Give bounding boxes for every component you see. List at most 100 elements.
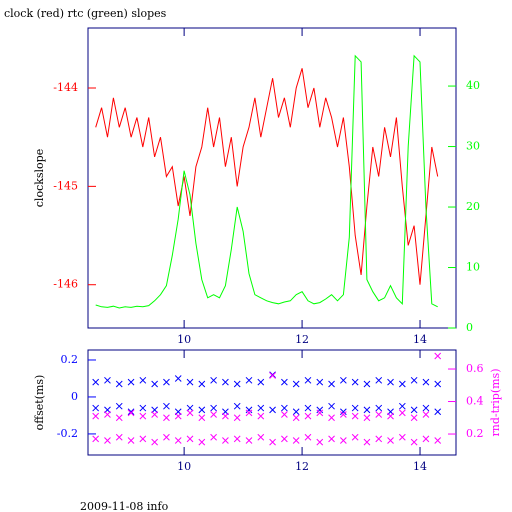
scatter-point bbox=[316, 409, 324, 417]
scatter-point bbox=[245, 376, 253, 384]
scatter-point bbox=[233, 380, 241, 388]
scatter-point bbox=[434, 352, 442, 360]
scatter-point bbox=[174, 375, 182, 382]
scatter-point bbox=[292, 437, 300, 444]
scatter-point bbox=[398, 409, 406, 417]
scatter-point bbox=[281, 378, 288, 386]
scatter-point bbox=[186, 378, 194, 386]
y-axis-label: offset(ms) bbox=[33, 375, 46, 431]
scatter-point bbox=[127, 437, 135, 444]
scatter-point bbox=[163, 433, 170, 441]
scatter-point bbox=[304, 376, 312, 384]
scatter-point bbox=[410, 414, 418, 422]
y2-tick-label: 40 bbox=[466, 79, 480, 92]
scatter-point bbox=[210, 411, 217, 418]
scatter-point bbox=[304, 404, 312, 412]
scatter-point bbox=[104, 411, 111, 418]
scatter-point bbox=[115, 433, 123, 441]
scatter-point bbox=[257, 404, 265, 412]
scatter-point bbox=[375, 411, 383, 418]
scatter-point bbox=[304, 412, 312, 420]
scatter-point bbox=[316, 406, 324, 414]
scatter-point bbox=[269, 406, 276, 414]
scatter-point bbox=[340, 376, 347, 384]
scatter-point bbox=[186, 435, 194, 443]
scatter-point bbox=[351, 404, 359, 412]
scatter-point bbox=[387, 412, 394, 420]
scatter-point bbox=[104, 376, 111, 384]
scatter-point bbox=[398, 380, 406, 388]
scatter-point bbox=[115, 402, 123, 410]
scatter-point bbox=[233, 435, 241, 443]
scatter-point bbox=[92, 412, 100, 420]
scatter-point bbox=[186, 404, 194, 412]
scatter-point bbox=[351, 412, 359, 420]
scatter-point bbox=[398, 433, 406, 441]
scatter-point bbox=[328, 435, 335, 443]
plot-frame bbox=[87, 349, 457, 456]
scatter-point bbox=[104, 437, 111, 444]
scatter-point bbox=[222, 378, 229, 386]
scatter-point bbox=[410, 406, 418, 414]
scatter-point bbox=[281, 435, 288, 443]
scatter-point bbox=[422, 435, 430, 443]
scatter-point bbox=[328, 414, 335, 422]
scatter-point bbox=[174, 437, 182, 444]
scatter-point bbox=[292, 408, 300, 416]
scatter-point bbox=[198, 380, 206, 388]
scatter-point bbox=[139, 404, 147, 412]
scatter-point bbox=[163, 378, 170, 386]
scatter-point bbox=[387, 378, 394, 386]
scatter-point bbox=[115, 414, 123, 422]
scatter-point bbox=[245, 409, 253, 417]
scatter-point bbox=[210, 433, 217, 441]
y2-tick-label: 30 bbox=[466, 140, 480, 153]
scatter-point bbox=[210, 376, 217, 384]
footer: 2009-11-08 info bbox=[80, 500, 169, 512]
y2-tick-label: 0 bbox=[466, 321, 473, 334]
scatter-point bbox=[198, 414, 206, 422]
scatter-point bbox=[292, 414, 300, 422]
scatter-point bbox=[375, 376, 383, 384]
scatter-point bbox=[139, 412, 147, 420]
x-tick-label: 10 bbox=[177, 333, 191, 346]
scatter-point bbox=[387, 437, 394, 444]
scatter-point bbox=[340, 408, 347, 416]
scatter-point bbox=[422, 411, 430, 418]
scatter-point bbox=[151, 411, 158, 418]
y-tick-label: 0.2 bbox=[61, 353, 79, 366]
y-tick-label: -144 bbox=[53, 81, 78, 94]
scatter-point bbox=[328, 402, 335, 410]
scatter-point bbox=[92, 404, 100, 412]
scatter-point bbox=[351, 433, 359, 441]
plot-frame bbox=[87, 27, 457, 329]
scatter-point bbox=[151, 380, 158, 388]
scatter-point bbox=[222, 412, 229, 420]
scatter-point bbox=[398, 402, 406, 410]
scatter-point bbox=[422, 378, 430, 386]
scatter-point bbox=[328, 380, 335, 388]
scatter-point bbox=[245, 406, 253, 414]
scatter-point bbox=[422, 404, 430, 412]
y-axis-label: clockslope bbox=[33, 149, 46, 207]
y-tick-label: 0 bbox=[71, 390, 78, 403]
y-tick-label: -0.2 bbox=[57, 427, 78, 440]
scatter-point bbox=[245, 437, 253, 444]
chart-title: clock (red) rtc (green) slopes bbox=[4, 7, 167, 20]
scatter-point bbox=[198, 406, 206, 414]
scatter-point bbox=[316, 378, 324, 386]
x-tick-label: 12 bbox=[295, 333, 309, 346]
scatter-point bbox=[257, 378, 265, 386]
scatter-point bbox=[363, 414, 371, 422]
scatter-point bbox=[163, 402, 170, 410]
scatter-point bbox=[269, 372, 276, 379]
scatter-point bbox=[269, 371, 276, 379]
scatter-point bbox=[434, 437, 442, 444]
scatter-point bbox=[363, 406, 371, 414]
scatter-point bbox=[292, 380, 300, 388]
scatter-point bbox=[186, 409, 194, 417]
scatter-point bbox=[363, 380, 371, 388]
y2-tick-label: 10 bbox=[466, 261, 480, 274]
scatter-point bbox=[340, 437, 347, 444]
